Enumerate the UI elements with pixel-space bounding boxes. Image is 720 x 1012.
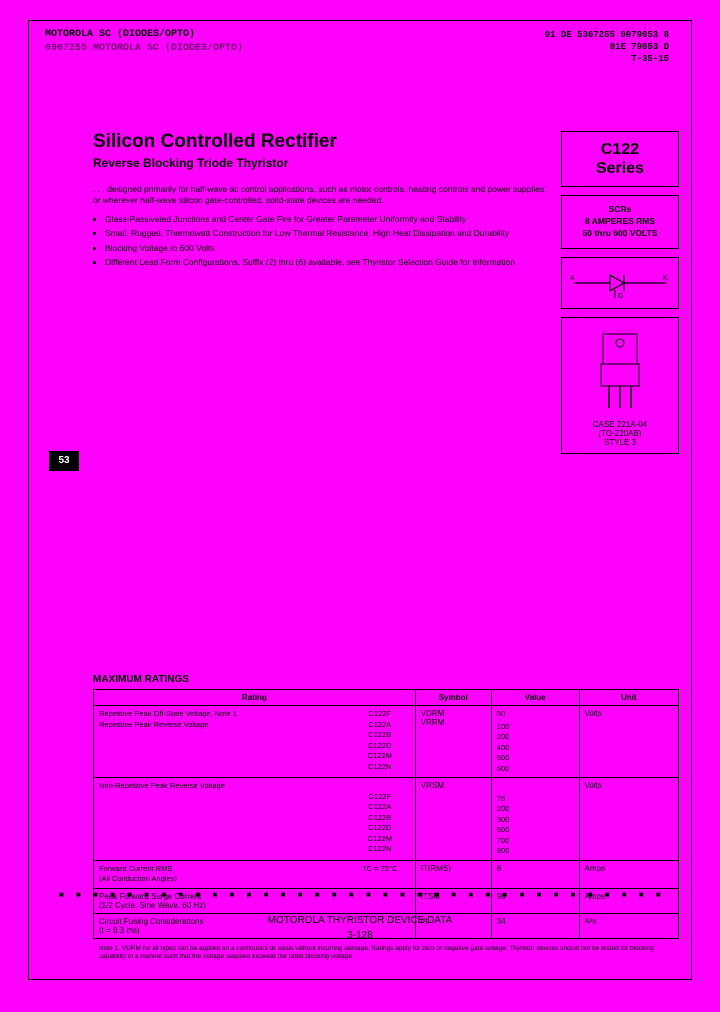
symbol-box: A K G	[561, 257, 679, 309]
page-frame: MOTOROLA SC (DIODES/OPTO) 6967255 MOTORO…	[28, 20, 692, 980]
spec-line: 8 AMPERES RMS	[566, 216, 674, 228]
svg-text:G: G	[618, 293, 623, 298]
main-title: Silicon Controlled Rectifier	[93, 131, 553, 153]
header-code-2: 01E 79053 D	[545, 41, 669, 53]
table-row: Non-Repetitive Peak Reverse Voltage C122…	[94, 778, 679, 861]
pkg-line: STYLE 3	[566, 438, 674, 447]
svg-text:A: A	[570, 275, 575, 282]
bullet-item: Blocking Voltage to 600 Volts	[105, 242, 553, 254]
ratings-title: MAXIMUM RATINGS	[93, 674, 679, 685]
page-footer: MOTOROLA THYRISTOR DEVICE DATA 3-128	[29, 913, 691, 943]
col-header: Symbol	[415, 690, 491, 706]
bullet-item: Small, Rugged, Thermowatt Construction f…	[105, 227, 553, 239]
spec-line: 50 thru 600 VOLTS	[566, 228, 674, 240]
sub-title: Reverse Blocking Triode Thyristor	[93, 156, 553, 170]
section-badge: 53	[49, 451, 79, 471]
table-row: Forward Current RMS (All Conduction Angl…	[94, 860, 679, 888]
package-icon	[585, 328, 655, 413]
col-header: Rating	[94, 690, 416, 706]
footer-line: MOTOROLA THYRISTOR DEVICE DATA	[29, 913, 691, 928]
table-header-row: Rating Symbol Value Unit	[94, 690, 679, 706]
title-block: Silicon Controlled Rectifier Reverse Blo…	[93, 131, 561, 270]
spec-box: SCRs 8 AMPERES RMS 50 thru 600 VOLTS	[561, 195, 679, 249]
footer-page: 3-128	[29, 928, 691, 943]
col-header: Unit	[579, 690, 678, 706]
pkg-line: CASE 221A-04	[566, 420, 674, 429]
scan-header: MOTOROLA SC (DIODES/OPTO) 6967255 MOTORO…	[45, 29, 675, 54]
side-column: C122 Series SCRs 8 AMPERES RMS 50 thru 6…	[561, 131, 679, 454]
pkg-line: (TO-220AB)	[566, 429, 674, 438]
feature-list: Glass-Passivated Junctions and Center Ga…	[93, 213, 553, 268]
series-name: C122	[566, 140, 674, 159]
separator-dots: ■ ■ ■ ■ ■ ■ ■ ■ ■ ■ ■ ■ ■ ■ ■ ■ ■ ■ ■ ■ …	[59, 890, 661, 899]
intro-text: . . . designed primarily for half-wave a…	[93, 184, 553, 207]
header-code-1: 01 DE 5367255 0079053 8	[545, 29, 669, 41]
header-code-3: T-35-15	[545, 53, 669, 65]
scr-symbol-icon: A K G	[568, 268, 672, 298]
svg-text:K: K	[663, 275, 668, 282]
series-box: C122 Series	[561, 131, 679, 187]
ratings-table: Rating Symbol Value Unit Repetitive Peak…	[93, 689, 679, 939]
table-row: Repetitive Peak Off-State Voltage, Note …	[94, 706, 679, 778]
col-header: Value	[491, 690, 579, 706]
spec-line: SCRs	[566, 204, 674, 216]
content-area: 53 Silicon Controlled Rectifier Reverse …	[93, 131, 679, 961]
ratings-note: Note 1. VDRM for all types can be applie…	[93, 945, 679, 962]
package-box: CASE 221A-04 (TO-220AB) STYLE 3	[561, 317, 679, 454]
bullet-item: Glass-Passivated Junctions and Center Ga…	[105, 213, 553, 225]
series-label: Series	[566, 159, 674, 178]
bullet-item: Different Lead Form Configurations, Suff…	[105, 256, 553, 268]
